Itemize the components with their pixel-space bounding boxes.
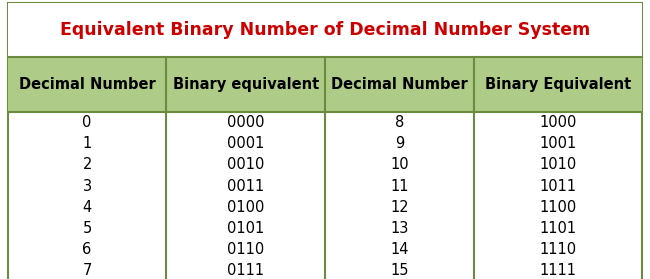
Text: 11: 11 (390, 179, 409, 194)
Text: Equivalent Binary Number of Decimal Number System: Equivalent Binary Number of Decimal Numb… (60, 21, 590, 39)
Text: 6: 6 (83, 242, 92, 257)
Text: 4: 4 (83, 200, 92, 215)
Bar (8, 3, 642, 57)
Text: 15: 15 (390, 263, 409, 278)
Text: 12: 12 (390, 200, 409, 215)
Text: 0011: 0011 (227, 179, 265, 194)
Text: 0111: 0111 (227, 263, 265, 278)
Text: 0000: 0000 (227, 115, 265, 130)
Text: Decimal Number: Decimal Number (331, 77, 468, 92)
Text: 1000: 1000 (540, 115, 577, 130)
Text: 1010: 1010 (540, 157, 577, 172)
Text: Binary Equivalent: Binary Equivalent (485, 77, 631, 92)
Text: 2: 2 (83, 157, 92, 172)
Text: 10: 10 (390, 157, 409, 172)
Text: 14: 14 (390, 242, 409, 257)
Text: Decimal Number: Decimal Number (19, 77, 155, 92)
Text: 5: 5 (83, 221, 92, 236)
Text: 9: 9 (395, 136, 404, 151)
Text: 0101: 0101 (227, 221, 265, 236)
Text: 3: 3 (83, 179, 92, 194)
Text: 8: 8 (395, 115, 404, 130)
Text: 13: 13 (391, 221, 409, 236)
Text: 0110: 0110 (227, 242, 265, 257)
Text: 1011: 1011 (540, 179, 577, 194)
Text: 1001: 1001 (540, 136, 577, 151)
Text: 1110: 1110 (540, 242, 577, 257)
Bar (8, 57, 642, 112)
Text: 1: 1 (83, 136, 92, 151)
Text: 1111: 1111 (540, 263, 577, 278)
Text: 0001: 0001 (227, 136, 265, 151)
Text: 0100: 0100 (227, 200, 265, 215)
Text: 7: 7 (83, 263, 92, 278)
Text: 0: 0 (83, 115, 92, 130)
Text: 1100: 1100 (540, 200, 577, 215)
Text: Binary equivalent: Binary equivalent (172, 77, 318, 92)
Text: 1101: 1101 (540, 221, 577, 236)
Text: 0010: 0010 (227, 157, 265, 172)
